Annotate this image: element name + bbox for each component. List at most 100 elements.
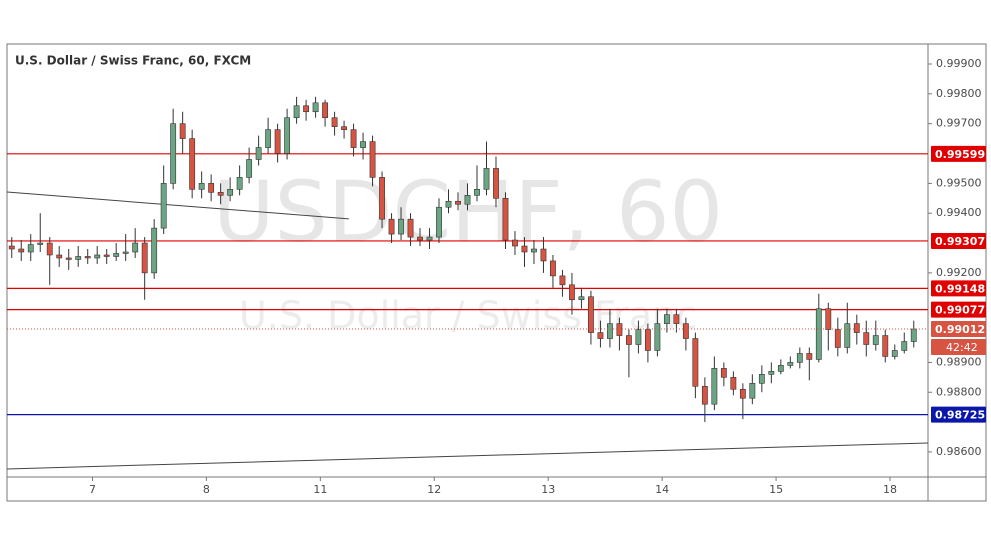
trend-line <box>6 442 929 470</box>
candle-body <box>56 254 63 259</box>
candle-body <box>246 159 253 178</box>
candle-body <box>388 218 395 235</box>
x-tick-label: 14 <box>655 483 669 496</box>
candle-body <box>493 168 499 199</box>
candle-body <box>502 197 509 241</box>
countdown: 42:42 <box>946 341 978 354</box>
countdown-box <box>931 338 986 355</box>
x-tick-label: 8 <box>203 483 210 496</box>
candle-body <box>65 257 72 260</box>
price-label: 0.99012 <box>935 323 985 336</box>
price-label: 0.98725 <box>935 409 985 422</box>
candle-body <box>550 260 556 277</box>
price-label: 0.99148 <box>935 282 985 295</box>
candle-body <box>75 256 82 260</box>
candle-body <box>531 248 537 253</box>
candle-body <box>834 329 841 348</box>
candle-body <box>46 242 53 256</box>
candle-body <box>170 123 177 184</box>
candle-body <box>198 183 205 190</box>
candle-body <box>692 338 699 387</box>
trend-line <box>6 191 349 220</box>
price-label: 0.99077 <box>935 304 985 317</box>
candle-body <box>796 353 803 363</box>
price-label: 0.99599 <box>935 148 985 161</box>
y-tick-label: 0.98800 <box>936 385 982 398</box>
candle-body <box>293 105 300 119</box>
candle-body <box>417 236 423 241</box>
candle-body <box>407 218 414 238</box>
candle-body <box>436 206 442 238</box>
y-tick-label: 0.99200 <box>936 266 982 279</box>
candle-body <box>616 323 623 336</box>
frame <box>6 43 987 502</box>
candle-body <box>445 200 452 208</box>
candle-body <box>379 177 385 220</box>
candle-body <box>464 194 471 205</box>
price-label-box <box>931 406 986 423</box>
candle-body <box>777 365 784 372</box>
candle-body <box>521 245 528 253</box>
candle-body <box>350 129 357 148</box>
candle-body <box>815 308 822 360</box>
watermark-symbol: USDCHF, 60 <box>213 163 723 261</box>
price-label-box <box>931 301 986 318</box>
candle-body <box>739 388 746 399</box>
candle-body <box>749 382 756 399</box>
candle-body <box>113 253 120 257</box>
candle-body <box>483 168 490 190</box>
candle-body <box>787 362 794 366</box>
candle-body <box>872 335 879 345</box>
candle-body <box>227 189 234 196</box>
candle-body <box>27 244 34 253</box>
candle-body <box>322 102 328 119</box>
candle-body <box>720 368 727 378</box>
candle-body <box>160 183 167 229</box>
y-tick-label: 0.98600 <box>936 445 982 458</box>
candle-body <box>369 141 376 178</box>
y-tick-label: 0.99400 <box>936 206 982 219</box>
candle-body <box>360 141 366 148</box>
x-tick-label: 15 <box>769 483 783 496</box>
y-tick-label: 0.99800 <box>936 87 982 100</box>
candle-body <box>284 117 291 154</box>
candle-body <box>141 242 148 274</box>
candle-body <box>151 227 158 274</box>
y-tick-label: 0.99700 <box>936 117 982 130</box>
candle-body <box>84 256 91 259</box>
candle-body <box>844 323 851 348</box>
candle-body <box>474 189 480 196</box>
candle-body <box>901 341 908 351</box>
x-tick-label: 11 <box>313 483 327 496</box>
candle-body <box>673 314 680 324</box>
chart-title: U.S. Dollar / Swiss Franc, 60, FXCM <box>15 54 251 68</box>
candle-body <box>189 138 196 190</box>
candle-body <box>559 275 566 286</box>
x-tick-label: 13 <box>541 483 555 496</box>
candle-body <box>626 335 632 345</box>
plot <box>6 96 929 470</box>
candle-body <box>265 129 272 148</box>
candle-body <box>853 323 860 333</box>
candle-body <box>863 332 870 345</box>
candle-body <box>607 323 613 339</box>
candle-body <box>255 147 262 160</box>
candle-body <box>455 200 461 205</box>
candle-body <box>331 117 338 127</box>
candle-body <box>711 368 718 405</box>
candle-body <box>635 329 642 345</box>
candle-body <box>569 284 575 301</box>
candle-body <box>825 308 832 330</box>
candle-body <box>540 248 547 262</box>
x-tick-label: 12 <box>427 483 441 496</box>
candle-body <box>578 296 585 301</box>
candle-body <box>208 183 215 193</box>
price-label-box <box>931 232 986 249</box>
candle-body <box>8 245 15 250</box>
candle-body <box>217 192 224 196</box>
x-tick-label: 18 <box>883 483 897 496</box>
candle-body <box>37 242 44 245</box>
candle-body <box>179 123 186 139</box>
